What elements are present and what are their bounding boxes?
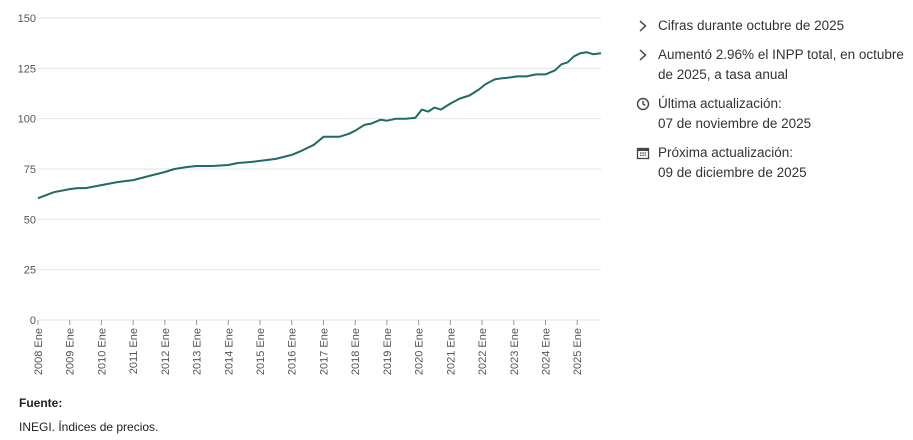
- series-line-inpp[interactable]: [37, 51, 602, 200]
- x-tick-label: 2014 Ene: [223, 328, 235, 375]
- y-tick-label: 125: [18, 63, 36, 75]
- info-text-cifras: Cifras durante octubre de 2025: [658, 18, 845, 33]
- y-tick-label: 100: [18, 114, 36, 126]
- x-tick-label: 2008 Ene: [33, 328, 45, 375]
- x-tick-label: 2020 Ene: [414, 328, 426, 375]
- x-tick-label: 2009 Ene: [65, 328, 77, 375]
- x-tick-label: 2017 Ene: [318, 328, 330, 375]
- x-tick-label: 2025 Ene: [572, 328, 584, 375]
- ultima-actualizacion-label: Última actualización:: [658, 96, 782, 111]
- info-item-proxima-actualizacion: Próxima actualización: 09 de diciembre d…: [636, 143, 906, 183]
- source-note: Fuente: INEGI. Índices de precios.: [19, 396, 158, 434]
- x-tick-label: 2010 Ene: [96, 328, 108, 375]
- info-item-aumento[interactable]: Aumentó 2.96% el INPP total, en octubre …: [636, 45, 906, 85]
- proxima-actualizacion-date: 09 de diciembre de 2025: [658, 165, 807, 180]
- x-tick-label: 2012 Ene: [160, 328, 172, 375]
- y-tick-label: 150: [18, 13, 36, 25]
- info-text-aumento: Aumentó 2.96% el INPP total, en octubre …: [658, 47, 904, 82]
- info-panel: Cifras durante octubre de 2025 Aumentó 2…: [636, 16, 906, 192]
- x-tick-label: 2016 Ene: [287, 328, 299, 375]
- line-chart: 0 25 50 75 100 125 150 2008 Ene 2009 Ene 2010 En…: [18, 13, 602, 375]
- y-tick-label: 75: [24, 164, 36, 176]
- x-tick-label: 2019 Ene: [382, 328, 394, 375]
- source-text: INEGI. Índices de precios.: [19, 420, 159, 434]
- x-tick-label: 2023 Ene: [509, 328, 521, 375]
- x-axis-ticks: 2008 Ene 2009 Ene 2010 Ene 2011 Ene 2012 Ene…: [33, 320, 584, 375]
- x-tick-label: 2021 Ene: [445, 328, 457, 375]
- calendar-icon: [636, 147, 650, 160]
- x-tick-label: 2011 Ene: [128, 328, 140, 374]
- x-tick-label: 2013 Ene: [192, 328, 204, 375]
- source-label: Fuente:: [19, 396, 63, 410]
- y-tick-label: 25: [24, 265, 36, 277]
- x-tick-label: 2018 Ene: [350, 328, 362, 375]
- chevron-right-icon: [639, 49, 647, 61]
- x-tick-label: 2024 Ene: [540, 328, 552, 375]
- y-tick-label: 0: [30, 315, 36, 327]
- chart-gridlines: [38, 17, 601, 321]
- info-item-ultima-actualizacion: Última actualización: 07 de noviembre de…: [636, 94, 906, 134]
- x-tick-label: 2022 Ene: [477, 328, 489, 375]
- y-tick-label: 50: [24, 214, 36, 226]
- info-item-cifras[interactable]: Cifras durante octubre de 2025: [636, 16, 906, 36]
- proxima-actualizacion-label: Próxima actualización:: [658, 145, 794, 160]
- chevron-right-icon: [639, 20, 647, 32]
- x-tick-label: 2015 Ene: [255, 328, 267, 375]
- clock-icon: [636, 97, 650, 111]
- ultima-actualizacion-date: 07 de noviembre de 2025: [658, 116, 812, 131]
- y-axis-ticks: 0 25 50 75 100 125 150: [18, 13, 36, 327]
